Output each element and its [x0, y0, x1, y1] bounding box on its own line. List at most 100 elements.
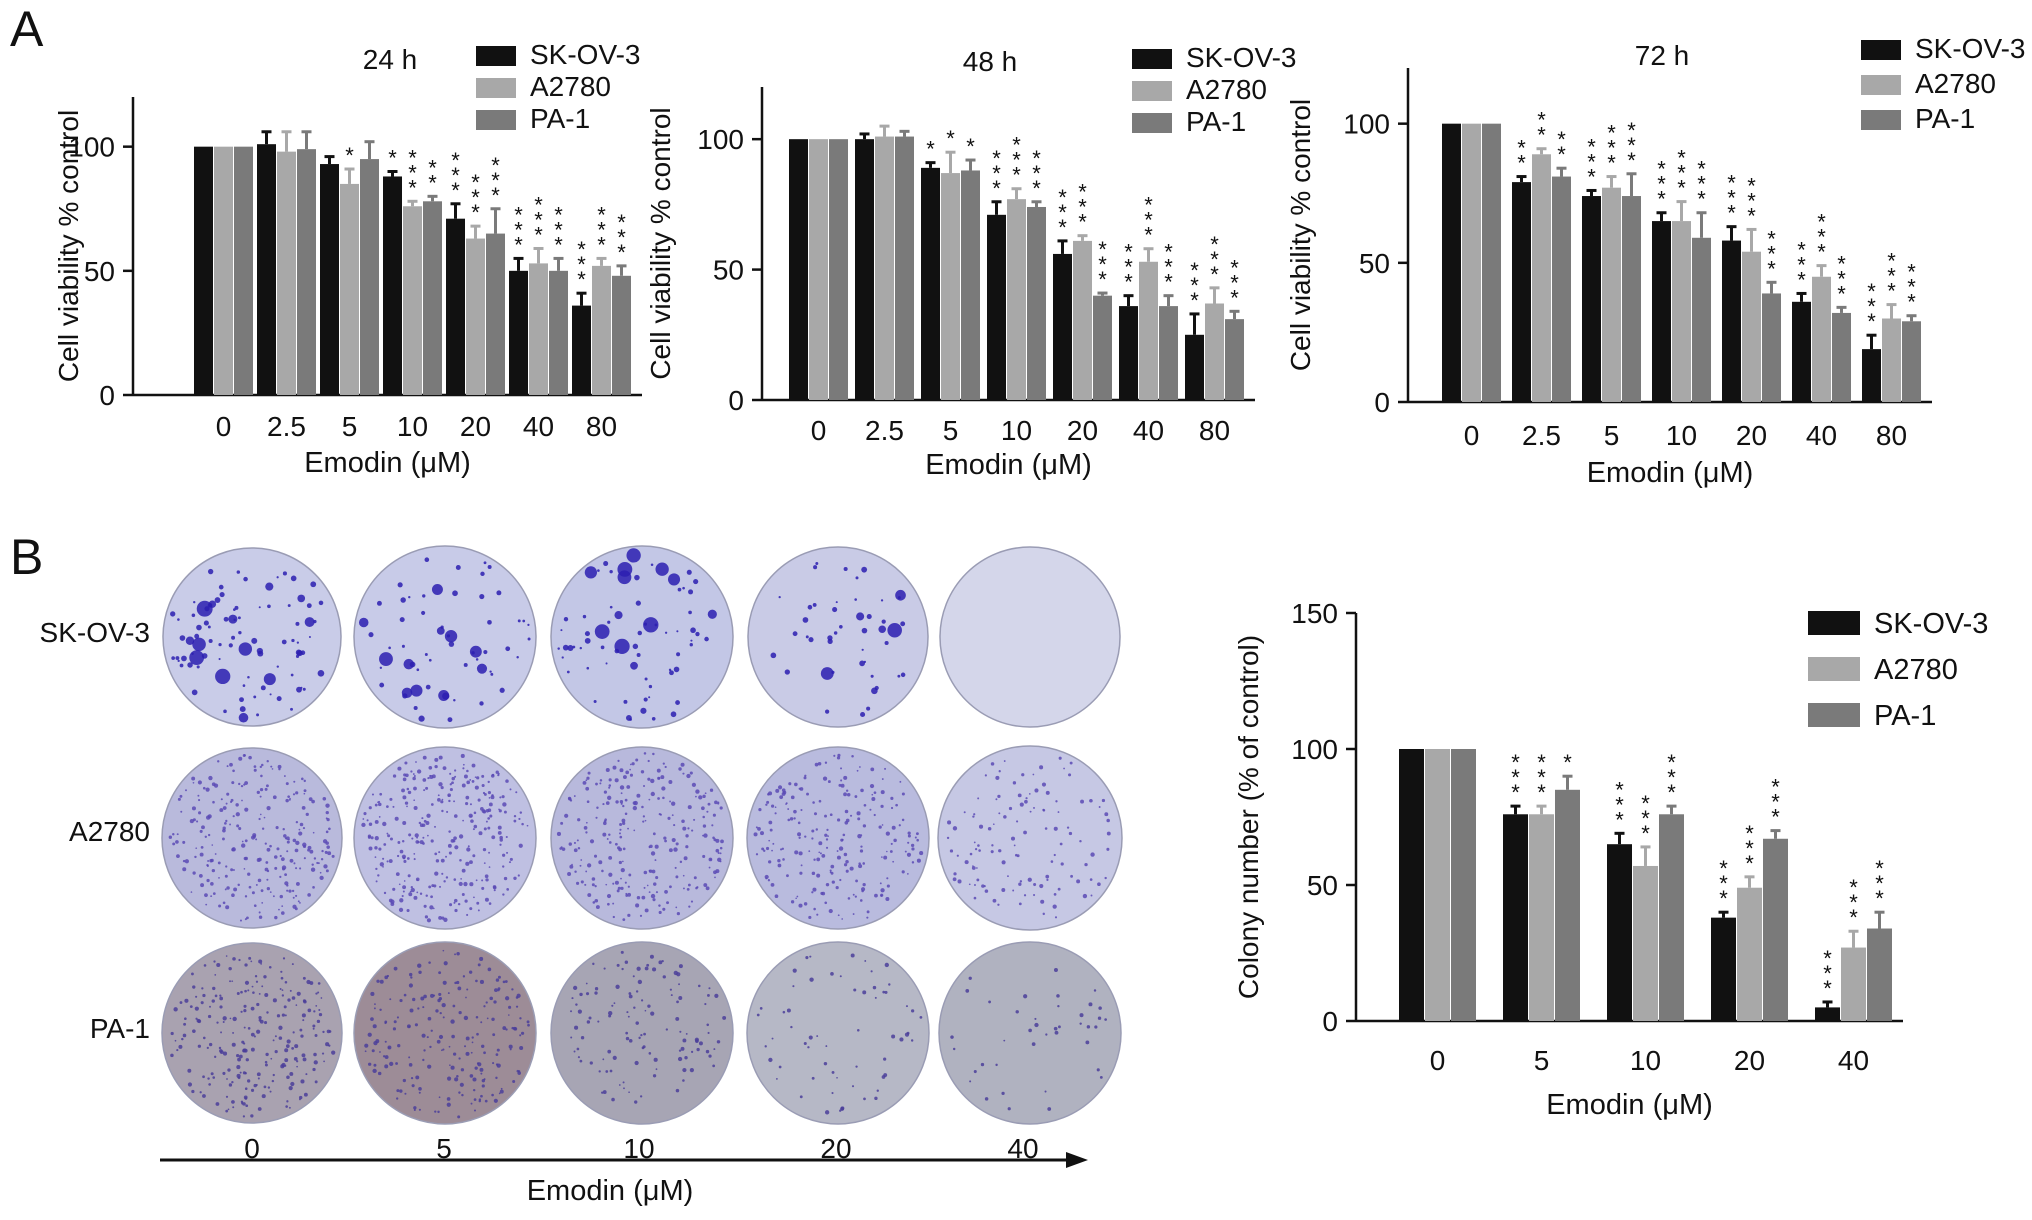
colony-dot [312, 1027, 315, 1030]
colony-dot [708, 987, 711, 990]
colony-dot [873, 791, 877, 794]
colony-dot [1098, 806, 1101, 808]
colony-dot [906, 872, 909, 875]
colony-dot [580, 880, 584, 884]
colony-dot [244, 781, 249, 785]
bar-skov3-40 [1119, 306, 1138, 400]
colony-dot [825, 882, 830, 887]
significance-star: * [1032, 146, 1041, 171]
significance-star: * [1727, 201, 1736, 226]
colony-dot [322, 1030, 325, 1034]
colony-dot [472, 828, 475, 831]
colony-dot [232, 1106, 235, 1109]
colony-dot [414, 833, 419, 838]
bar-pa1-40 [1867, 928, 1892, 1021]
colony-dot [374, 846, 378, 850]
colony-dot [237, 1057, 241, 1062]
colony-dot [595, 782, 598, 786]
colony-dot [613, 1002, 616, 1005]
colony-dot [465, 1036, 470, 1041]
colony-dot [630, 661, 638, 670]
colony-dot [408, 595, 411, 599]
colony-dot [658, 813, 661, 816]
colony-dot [413, 775, 416, 778]
colony-dot [483, 561, 487, 565]
colony-dot [232, 815, 235, 818]
colony-dot [462, 819, 464, 822]
legend-swatch [1861, 40, 1901, 60]
colony-dot [255, 883, 258, 886]
colony-dot [570, 1010, 573, 1013]
legend-swatch [1808, 703, 1860, 727]
colony-dot [281, 905, 284, 907]
colony-dot [296, 1060, 299, 1063]
colony-dot [1003, 760, 1006, 762]
colony-dot [813, 907, 816, 911]
colony-dot [623, 699, 628, 704]
colony-dot [244, 963, 248, 967]
colony-dot [695, 631, 700, 637]
colony-dot [276, 576, 279, 579]
colony-dot [675, 906, 678, 909]
colony-dot [483, 1051, 486, 1055]
significance-star: * [1210, 247, 1219, 272]
colony-dot [181, 655, 187, 662]
colony-dot [463, 774, 468, 779]
colony-dot [1101, 798, 1106, 803]
colony-dot [625, 894, 628, 897]
colony-dot [253, 1083, 257, 1088]
colony-dot [647, 1004, 651, 1008]
colony-dot [774, 812, 777, 815]
colony-dot [264, 787, 268, 791]
colony-dot [399, 849, 404, 854]
colony-dot [276, 696, 282, 702]
colony-dot [813, 565, 818, 570]
colony-plate-image [937, 745, 1123, 931]
colony-dot [818, 799, 822, 803]
colony-dot [644, 966, 649, 971]
colony-dot [871, 793, 874, 796]
colony-dot [609, 569, 613, 574]
colony-dot [481, 1084, 485, 1088]
colony-dot [609, 605, 613, 609]
significance-star: * [1745, 851, 1754, 876]
colony-dot [243, 1004, 247, 1008]
colony-dot [434, 764, 438, 769]
colony-dot [664, 631, 668, 634]
colony-dot [473, 896, 475, 899]
colony-dot [492, 885, 497, 890]
colony-dot [984, 1097, 989, 1101]
colony-dot [258, 817, 261, 821]
colony-dot [708, 866, 711, 869]
colony-dot [911, 1009, 915, 1013]
colony-dot [676, 912, 681, 916]
colony-dot [266, 806, 271, 811]
colony-dot [207, 1077, 210, 1080]
colony-dot [1097, 1016, 1102, 1020]
colony-dot [307, 893, 311, 897]
colony-dot [886, 884, 890, 888]
colony-dot [325, 830, 329, 834]
colony-dot [314, 1080, 318, 1084]
colony-dot [232, 1031, 235, 1034]
colony-dot [478, 1098, 482, 1101]
colony-dot [1003, 815, 1007, 819]
colony-dot [236, 992, 240, 996]
colony-dot [239, 919, 242, 922]
colony-dot [595, 905, 600, 910]
colony-dot [601, 869, 604, 873]
bar-a2780-80 [1882, 318, 1901, 402]
colony-dot [222, 806, 227, 810]
colony-dot [240, 1010, 243, 1013]
significance-star: * [1627, 118, 1636, 143]
colony-dot [714, 876, 716, 879]
colony-dot [691, 782, 697, 787]
colony-dot [607, 620, 611, 624]
colony-dot [287, 795, 291, 799]
colony-dot [259, 765, 263, 769]
colony-dot [202, 1036, 206, 1040]
colony-dot [253, 904, 257, 908]
colony-dot [840, 783, 845, 788]
colony-dot [643, 752, 647, 755]
colony-dot [485, 809, 490, 813]
